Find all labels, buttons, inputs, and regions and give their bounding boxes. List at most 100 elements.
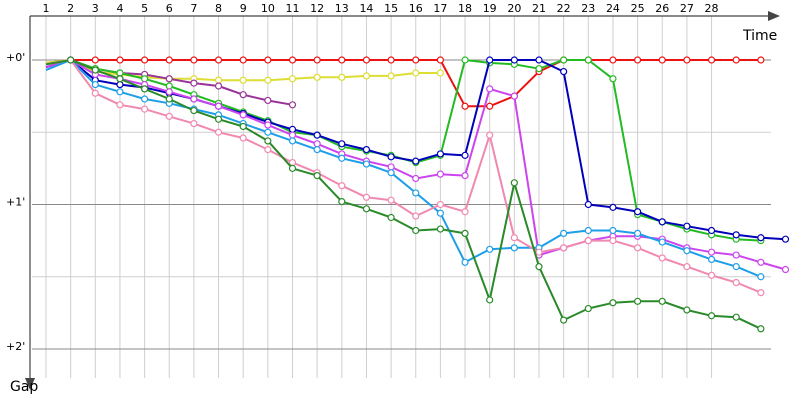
- data-point: [732, 231, 740, 239]
- data-point: [461, 229, 469, 237]
- data-point: [264, 56, 272, 64]
- data-point: [535, 65, 543, 73]
- data-point: [461, 208, 469, 216]
- data-point: [116, 69, 124, 77]
- data-point: [757, 289, 765, 297]
- data-point: [116, 88, 124, 96]
- data-point: [313, 56, 321, 64]
- data-point: [288, 125, 297, 133]
- data-point: [362, 160, 371, 168]
- x-tick-label: 26: [655, 2, 669, 15]
- x-tick-label: 17: [433, 2, 447, 15]
- data-point: [239, 122, 247, 131]
- data-point: [362, 56, 371, 64]
- data-point: [288, 75, 297, 83]
- data-point: [141, 56, 149, 64]
- data-point: [239, 56, 247, 64]
- data-point: [510, 56, 518, 64]
- x-tick-label: 19: [483, 2, 497, 15]
- data-point: [190, 106, 198, 115]
- data-point: [633, 297, 642, 305]
- data-point: [165, 112, 173, 120]
- x-tick-label: 10: [261, 2, 275, 15]
- data-point: [288, 164, 297, 172]
- data-point: [732, 251, 740, 259]
- data-point: [436, 56, 444, 64]
- data-point: [412, 69, 420, 77]
- data-point: [387, 72, 395, 80]
- data-point: [486, 131, 494, 139]
- data-point: [658, 238, 666, 246]
- data-point: [707, 226, 716, 235]
- data-point: [609, 299, 617, 307]
- data-point: [412, 189, 420, 197]
- data-point: [461, 151, 469, 159]
- data-point: [560, 316, 568, 324]
- data-point: [633, 244, 642, 252]
- data-point: [683, 306, 691, 314]
- data-point: [91, 66, 99, 74]
- data-point: [436, 225, 444, 233]
- data-point: [732, 263, 740, 271]
- data-point: [757, 258, 765, 266]
- data-point: [165, 88, 173, 96]
- data-point: [461, 56, 469, 64]
- data-point: [214, 82, 223, 90]
- data-point: [732, 313, 740, 321]
- data-point: [609, 75, 617, 83]
- x-tick-label: 2: [67, 2, 74, 15]
- data-point: [707, 271, 716, 279]
- data-point: [91, 56, 99, 64]
- data-point: [313, 73, 321, 81]
- data-point: [338, 73, 346, 81]
- data-point: [683, 263, 691, 271]
- x-tick-label: 11: [286, 2, 300, 15]
- data-point: [264, 76, 272, 84]
- x-tick-label: 28: [705, 2, 719, 15]
- x-tick-label: 7: [190, 2, 197, 15]
- data-point: [288, 131, 297, 139]
- data-point: [535, 263, 543, 271]
- data-point: [141, 95, 149, 103]
- data-point: [412, 174, 420, 183]
- data-point: [436, 170, 444, 178]
- x-tick-label: 12: [310, 2, 324, 15]
- data-point: [683, 247, 691, 255]
- data-point: [609, 226, 617, 235]
- data-point: [313, 131, 321, 139]
- y-axis-arrow-icon: [25, 378, 35, 390]
- data-point: [461, 258, 469, 266]
- data-point: [116, 75, 124, 83]
- x-tick-label: 27: [680, 2, 694, 15]
- data-point: [165, 95, 173, 103]
- data-point: [116, 56, 124, 64]
- data-point: [165, 56, 173, 64]
- x-tick-label: 15: [384, 2, 398, 15]
- data-point: [338, 154, 346, 162]
- series: [45, 56, 765, 245]
- y-tick-label: +2': [6, 340, 25, 353]
- data-point: [67, 56, 75, 64]
- y-tick-label: +0': [6, 51, 25, 64]
- data-point: [584, 304, 592, 313]
- data-point: [362, 205, 371, 213]
- x-tick-label: 8: [215, 2, 222, 15]
- data-point: [510, 92, 518, 100]
- data-point: [486, 102, 494, 110]
- data-point: [190, 119, 198, 128]
- data-point: [436, 209, 444, 217]
- data-point: [239, 76, 247, 84]
- data-point: [288, 137, 297, 145]
- data-point: [338, 198, 346, 206]
- data-point: [633, 229, 642, 237]
- series-line: [45, 59, 762, 330]
- data-point: [707, 312, 716, 320]
- data-point: [658, 297, 666, 305]
- data-point: [313, 140, 321, 148]
- data-point: [387, 163, 395, 171]
- data-point: [190, 79, 198, 87]
- data-point: [412, 212, 420, 220]
- data-point: [239, 111, 247, 119]
- y-tick-label: +1': [6, 196, 25, 209]
